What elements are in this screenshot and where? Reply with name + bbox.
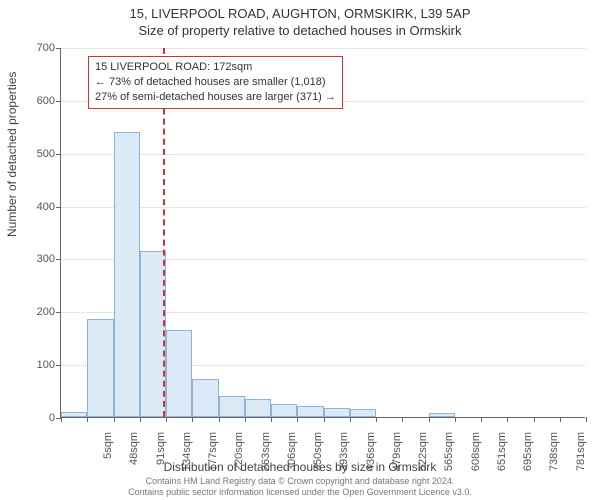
x-tick-label: 651sqm [496, 432, 508, 482]
x-tick-mark [481, 417, 482, 422]
x-tick-mark [455, 417, 456, 422]
copyright-line-2: Contains public sector information licen… [0, 487, 600, 498]
y-tick-mark [56, 259, 61, 260]
histogram-bar [61, 412, 87, 417]
x-tick-mark [402, 417, 403, 422]
y-tick-mark [56, 154, 61, 155]
x-tick-mark [61, 417, 62, 422]
y-tick-mark [56, 312, 61, 313]
histogram-bar [245, 399, 271, 418]
chart-area: 01002003004005006007005sqm48sqm91sqm134s… [60, 48, 585, 418]
y-tick-label: 100 [15, 359, 55, 371]
x-tick-label: 177sqm [207, 432, 219, 482]
y-tick-label: 700 [15, 42, 55, 54]
gridline-h [61, 48, 586, 49]
histogram-bar [324, 408, 350, 418]
x-tick-label: 263sqm [260, 432, 272, 482]
x-tick-label: 48sqm [128, 432, 140, 482]
x-tick-label: 781sqm [575, 432, 587, 482]
x-tick-mark [114, 417, 115, 422]
x-tick-mark [245, 417, 246, 422]
histogram-bar [87, 319, 113, 417]
x-tick-label: 436sqm [365, 432, 377, 482]
histogram-bar [271, 404, 297, 417]
annotation-line-3: 27% of semi-detached houses are larger (… [95, 90, 336, 105]
x-axis-label: Distribution of detached houses by size … [0, 460, 600, 474]
page-title: 15, LIVERPOOL ROAD, AUGHTON, ORMSKIRK, L… [0, 0, 600, 21]
x-tick-label: 738sqm [548, 432, 560, 482]
y-tick-label: 400 [15, 201, 55, 213]
y-tick-label: 0 [15, 412, 55, 424]
y-tick-mark [56, 101, 61, 102]
x-tick-label: 91sqm [155, 432, 167, 482]
x-tick-mark [140, 417, 141, 422]
x-tick-label: 220sqm [233, 432, 245, 482]
x-tick-mark [219, 417, 220, 422]
y-tick-label: 600 [15, 95, 55, 107]
copyright-notice: Contains HM Land Registry data © Crown c… [0, 476, 600, 499]
x-tick-label: 565sqm [443, 432, 455, 482]
x-tick-mark [376, 417, 377, 422]
x-tick-mark [166, 417, 167, 422]
y-tick-label: 300 [15, 253, 55, 265]
annotation-line-1: 15 LIVERPOOL ROAD: 172sqm [95, 60, 336, 75]
x-tick-label: 522sqm [417, 432, 429, 482]
page-subtitle: Size of property relative to detached ho… [0, 21, 600, 38]
histogram-bar [166, 330, 192, 417]
y-tick-mark [56, 207, 61, 208]
annotation-box: 15 LIVERPOOL ROAD: 172sqm ← 73% of detac… [88, 56, 343, 109]
x-tick-mark [507, 417, 508, 422]
annotation-line-2: ← 73% of detached houses are smaller (1,… [95, 75, 336, 90]
x-tick-mark [192, 417, 193, 422]
x-tick-mark [560, 417, 561, 422]
x-tick-label: 134sqm [181, 432, 193, 482]
x-tick-mark [87, 417, 88, 422]
x-tick-mark [429, 417, 430, 422]
histogram-bar [429, 413, 455, 417]
histogram-bar [219, 396, 245, 417]
x-tick-label: 393sqm [338, 432, 350, 482]
x-tick-mark [297, 417, 298, 422]
x-tick-mark [534, 417, 535, 422]
x-tick-label: 350sqm [312, 432, 324, 482]
x-tick-label: 479sqm [391, 432, 403, 482]
x-tick-mark [586, 417, 587, 422]
gridline-h [61, 154, 586, 155]
gridline-h [61, 207, 586, 208]
y-tick-label: 200 [15, 306, 55, 318]
x-tick-label: 608sqm [470, 432, 482, 482]
x-tick-label: 306sqm [286, 432, 298, 482]
histogram-bar [192, 379, 218, 417]
y-tick-label: 500 [15, 148, 55, 160]
x-tick-label: 5sqm [102, 432, 114, 482]
x-tick-label: 695sqm [522, 432, 534, 482]
y-tick-mark [56, 365, 61, 366]
x-tick-mark [324, 417, 325, 422]
copyright-line-1: Contains HM Land Registry data © Crown c… [0, 476, 600, 487]
y-tick-mark [56, 48, 61, 49]
histogram-bar [114, 132, 140, 417]
histogram-bar [350, 409, 376, 417]
x-tick-mark [271, 417, 272, 422]
x-tick-mark [350, 417, 351, 422]
histogram-bar [297, 406, 323, 417]
